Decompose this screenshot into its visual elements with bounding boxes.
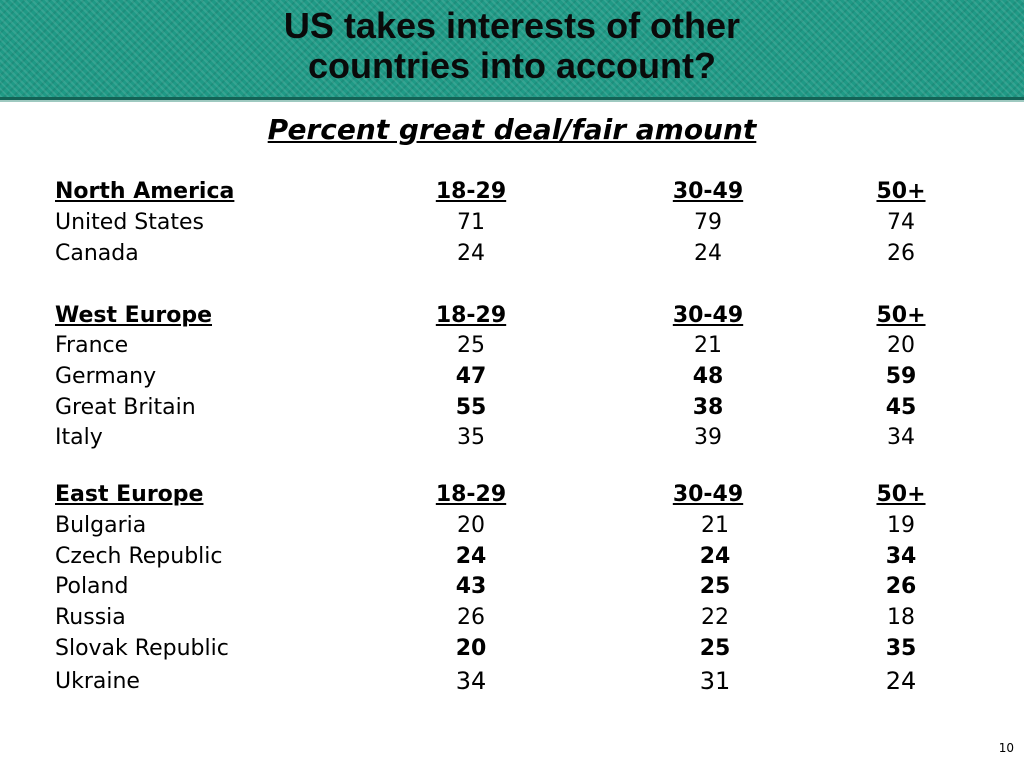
table-row: Great Britain 55 38 45 [0,392,1024,423]
region-header-row: North America 18-29 30-49 50+ [0,176,1024,207]
value-30-49: 21 [694,333,722,358]
column-header-50-plus: 50+ [876,482,926,507]
column-header-50-plus: 50+ [876,179,926,204]
column-header-50-plus: 50+ [876,303,926,328]
value-30-49: 48 [692,364,724,389]
value-30-49: 21 [701,513,729,538]
country-label: Bulgaria [55,513,147,538]
value-18-29: 71 [457,210,485,235]
table-row: Italy 35 39 34 [0,422,1024,453]
region-label: North America [55,179,235,204]
table-row: United States 71 79 74 [0,207,1024,238]
banner-divider-highlight [0,100,1024,102]
value-18-29: 26 [457,605,485,630]
country-label: Slovak Republic [55,636,229,661]
country-label: Great Britain [55,395,196,420]
table-row: Russia 26 22 18 [0,602,1024,633]
table-row: Slovak Republic 20 25 35 [0,633,1024,664]
country-label: Canada [55,241,139,266]
table-row: Ukraine 34 31 24 [0,666,1024,697]
value-18-29: 24 [457,241,485,266]
country-label: Poland [55,574,129,599]
column-header-30-49: 30-49 [672,303,744,328]
value-50-plus: 74 [887,210,915,235]
region-label: East Europe [55,482,204,507]
slide-title-line-1: US takes interests of other [283,5,741,46]
column-header-18-29: 18-29 [435,303,507,328]
table-row: Germany 47 48 59 [0,361,1024,392]
title-banner [0,0,1024,97]
column-header-18-29: 18-29 [435,179,507,204]
value-18-29: 25 [457,333,485,358]
country-label: France [55,333,129,358]
table-row: France 25 21 20 [0,330,1024,361]
column-header-30-49: 30-49 [672,179,744,204]
table-row: Poland 43 25 26 [0,571,1024,602]
value-18-29: 24 [455,544,487,569]
value-18-29: 20 [457,513,485,538]
banner-divider [0,97,1024,100]
column-header-30-49: 30-49 [672,482,744,507]
value-18-29: 35 [457,425,485,450]
column-header-18-29: 18-29 [435,482,507,507]
country-label: Italy [55,425,103,450]
page-number: 10 [998,741,1014,755]
value-18-29: 43 [455,574,487,599]
country-label: Germany [55,364,157,389]
table-row: Bulgaria 20 21 19 [0,510,1024,541]
value-30-49: 24 [699,544,731,569]
value-50-plus: 24 [885,667,917,695]
value-30-49: 25 [699,636,731,661]
country-label: Russia [55,605,126,630]
region-label: West Europe [55,303,212,328]
region-header-row: East Europe 18-29 30-49 50+ [0,479,1024,510]
table-row: Canada 24 24 26 [0,238,1024,269]
value-30-49: 22 [701,605,729,630]
slide-title: US takes interests of other countries in… [0,6,1024,86]
region-header-row: West Europe 18-29 30-49 50+ [0,300,1024,331]
value-18-29: 47 [455,364,487,389]
value-30-49: 79 [694,210,722,235]
value-18-29: 20 [455,636,487,661]
slide-subtitle: Percent great deal/fair amount [267,113,757,146]
value-18-29: 34 [455,667,487,695]
value-50-plus: 34 [887,425,915,450]
slide-title-line-2: countries into account? [307,45,717,86]
value-50-plus: 34 [885,544,917,569]
value-50-plus: 35 [885,636,917,661]
value-50-plus: 45 [885,395,917,420]
value-30-49: 39 [694,425,722,450]
country-label: Ukraine [55,669,140,694]
value-50-plus: 59 [885,364,917,389]
value-18-29: 55 [455,395,487,420]
value-50-plus: 18 [887,605,915,630]
country-label: United States [55,210,204,235]
value-30-49: 31 [699,667,731,695]
value-30-49: 24 [694,241,722,266]
value-50-plus: 19 [887,513,915,538]
value-30-49: 38 [692,395,724,420]
value-30-49: 25 [699,574,731,599]
value-50-plus: 26 [885,574,917,599]
country-label: Czech Republic [55,544,223,569]
value-50-plus: 20 [887,333,915,358]
table-row: Czech Republic 24 24 34 [0,541,1024,572]
value-50-plus: 26 [887,241,915,266]
